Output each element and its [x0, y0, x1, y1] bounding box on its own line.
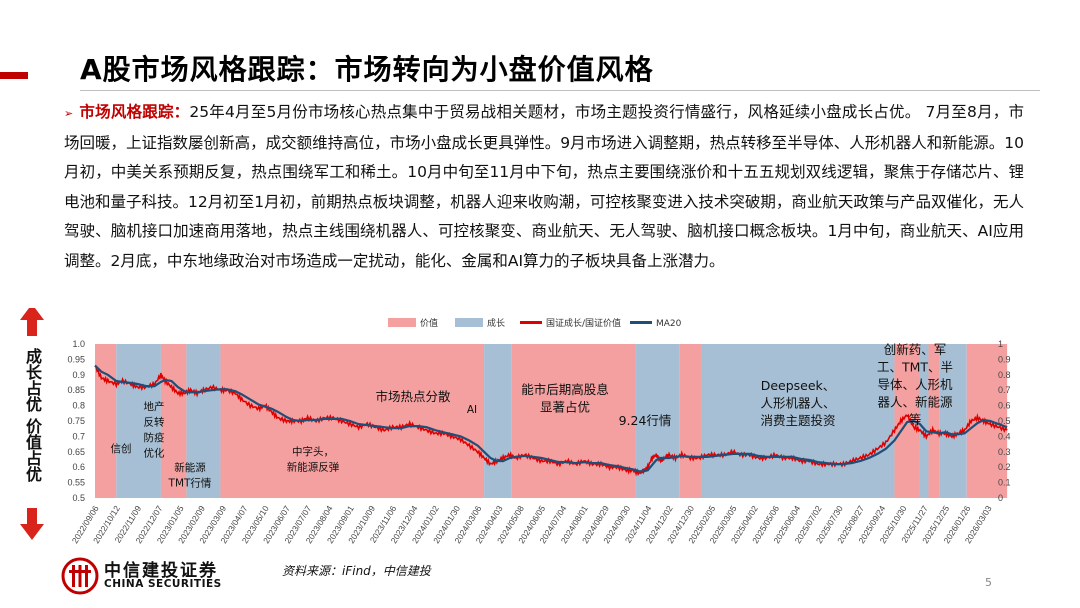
legend-label: 国证成长/国证价值 — [546, 317, 621, 329]
regime-band-value — [160, 344, 187, 498]
company-logo-icon — [61, 557, 99, 595]
page-number: 5 — [985, 576, 992, 589]
y-right-tick-label: 0.2 — [998, 462, 1011, 472]
title-divider — [80, 90, 1040, 91]
regime-band-value — [928, 344, 940, 498]
y-right-tick-label: 0.8 — [998, 370, 1011, 380]
y-left-tick-label: 0.65 — [67, 447, 85, 457]
y-left-tick-label: 1.0 — [72, 339, 85, 349]
y-right-tick-label: 0.3 — [998, 447, 1011, 457]
y-left-tick-label: 0.8 — [72, 401, 85, 411]
y-left-tick-label: 0.7 — [72, 431, 85, 441]
regime-band-growth — [186, 344, 221, 498]
y-right-tick-label: 0.6 — [998, 401, 1011, 411]
y-left-tick-label: 0.9 — [72, 370, 85, 380]
chart-series — [94, 364, 1008, 477]
style-ratio-chart: 0.5 0.55 0.6 0.65 0.7 0.75 0.8 0.85 0.9 0.95 1.0 0 0… — [20, 308, 1011, 545]
y-right-tick-label: 0.7 — [998, 385, 1011, 395]
side-label-top: 成长占优 — [23, 348, 42, 412]
legend-label: 成长 — [487, 317, 505, 329]
regime-band-growth — [484, 344, 512, 498]
chart-annotation: AI — [467, 404, 477, 416]
side-label: 成长占优 价值占优 — [18, 348, 46, 482]
logo-name-cn: 中信建投证券 — [104, 561, 218, 581]
ma20-series-line — [94, 364, 1008, 473]
bullet-icon: ➢ — [64, 107, 74, 120]
regime-band-value — [95, 344, 117, 498]
y-right-tick-label: 0.9 — [998, 354, 1011, 364]
y-left-tick-label: 0.85 — [67, 385, 85, 395]
legend-swatch — [455, 318, 483, 327]
chart-annotation: 地产反转防疫优化 — [144, 400, 165, 460]
y-left-tick-label: 0.75 — [67, 416, 85, 426]
regime-band-growth — [939, 344, 967, 498]
regime-band-growth — [919, 344, 929, 498]
y-left-tick-label: 0.6 — [72, 462, 85, 472]
arrow-down-icon — [20, 508, 44, 540]
y-left-tick-label: 0.5 — [72, 493, 85, 503]
chart-annotation: 新能源 TMT行情 — [168, 461, 212, 490]
y-right-tick-label: 0.1 — [998, 478, 1011, 488]
legend-label: 价值 — [420, 317, 438, 329]
y-right-tick-label: 0.4 — [998, 431, 1011, 441]
legend-swatch — [388, 318, 416, 327]
chart-annotation: 市场热点分散 — [375, 389, 451, 404]
regime-band-value — [511, 344, 636, 498]
y-right-tick-label: 0 — [998, 493, 1003, 503]
title-accent-bar — [0, 72, 28, 79]
chart-annotation: 9.24行情 — [619, 413, 672, 428]
side-label-bottom: 价值占优 — [23, 418, 42, 482]
chart-annotation: 信创 — [111, 442, 132, 455]
paragraph-body: 25年4月至5月份市场核心热点集中于贸易战相关题材，市场主题投资行情盛行，风格延… — [64, 103, 1024, 270]
legend-label: MA20 — [656, 319, 682, 329]
regime-band-growth — [116, 344, 161, 498]
y-right-tick-label: 1 — [998, 339, 1003, 349]
paragraph-lead: 市场风格跟踪： — [79, 103, 190, 121]
y-left-tick-label: 0.55 — [67, 478, 85, 488]
chart-annotation: 能市后期高股息显著占优 — [521, 382, 609, 415]
y-left-tick-label: 0.95 — [67, 354, 85, 364]
regime-bands — [95, 344, 1008, 498]
summary-paragraph: ➢ 市场风格跟踪：25年4月至5月份市场核心热点集中于贸易战相关题材，市场主题投资… — [64, 98, 1024, 276]
y-right-tick-label: 0.5 — [998, 416, 1011, 426]
data-source: 资料来源：iFind，中信建投 — [282, 564, 431, 578]
logo-name-en: CHINA SECURITIES — [104, 578, 222, 590]
arrow-up-icon — [20, 308, 44, 336]
chart-annotation: 中字头，新能源反弹 — [287, 445, 340, 474]
regime-band-value — [679, 344, 701, 498]
chart-annotation: Deepseek、人形机器人、消费主题投资 — [760, 378, 835, 428]
page-title: A股市场风格跟踪：市场转向为小盘价值风格 — [80, 53, 654, 86]
chart-legend: 价值 成长 国证成长/国证价值 MA20 — [388, 317, 682, 329]
chart-annotation: 创新药、军工、TMT、半导体、人形机器人、新能源等 — [877, 342, 953, 427]
regime-band-growth — [700, 344, 895, 498]
